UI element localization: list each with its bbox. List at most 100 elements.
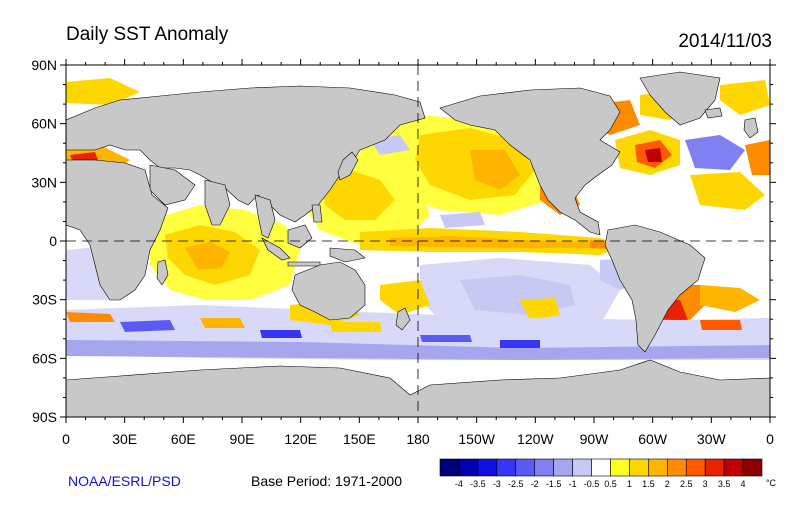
colorbar-label: -3.5 [470, 479, 486, 489]
lat-label: 30S [32, 292, 57, 308]
anomaly-patch [260, 330, 302, 338]
land-north-america [439, 87, 621, 236]
colorbar-label: -1 [569, 479, 577, 489]
land-australia [291, 261, 366, 321]
colorbar-unit: °C [766, 478, 777, 488]
lon-label: 120W [517, 431, 554, 447]
map-title: Daily SST Anomaly [66, 24, 229, 45]
colorbar-label: -3 [493, 479, 501, 489]
colorbar-label: 0.5 [604, 479, 617, 489]
colorbar-label: -0.5 [584, 479, 600, 489]
colorbar-cell [723, 458, 744, 477]
colorbar-cell [704, 458, 725, 477]
anomaly-patch [520, 298, 560, 320]
lon-label: 150W [458, 431, 495, 447]
colorbar-cell [534, 458, 554, 477]
lon-label: 60E [171, 431, 196, 447]
lat-label: 0 [49, 233, 57, 249]
land-madagascar [156, 259, 169, 286]
land-greenland [639, 71, 721, 126]
lon-label: 0 [766, 431, 774, 447]
anomaly-patch [690, 172, 765, 210]
lat-label: 90S [32, 409, 57, 425]
colorbar-label: -4 [455, 479, 463, 489]
anomaly-field [66, 78, 770, 362]
colorbar-cell [572, 458, 592, 477]
land-sumatra [261, 237, 291, 261]
land-eurasia [66, 85, 426, 223]
credit-link[interactable]: NOAA/ESRL/PSD [68, 473, 181, 489]
lon-label: 150E [343, 431, 376, 447]
anomaly-patch [66, 78, 140, 105]
anomaly-patch [645, 148, 662, 162]
anomaly-patch [470, 150, 520, 190]
lon-label: 30W [697, 431, 727, 447]
lon-label: 30E [112, 431, 137, 447]
lon-label: 120E [284, 431, 317, 447]
latitude-axis: 90N 60N 30N 0 30S 60S 90S [31, 57, 776, 425]
colorbar-cell [666, 458, 687, 477]
map-date: 2014/11/03 [678, 31, 772, 52]
lon-label: 90E [230, 431, 255, 447]
land-iceland [704, 107, 723, 119]
colorbar-cell [515, 458, 536, 477]
land-borneo [287, 224, 313, 249]
anomaly-patch [440, 212, 485, 228]
colorbar-cell [610, 458, 630, 477]
colorbar-cell [742, 458, 763, 477]
colorbar-cell [629, 458, 649, 477]
anomaly-patch [66, 312, 115, 322]
anomaly-patch [685, 135, 745, 170]
colorbar-cell [685, 458, 706, 477]
colorbar-label: 4 [741, 479, 746, 489]
anomaly-patch [700, 285, 760, 312]
land-se-asia [254, 194, 276, 239]
colorbar-label: 2.5 [680, 479, 693, 489]
land-india [204, 179, 231, 226]
anomaly-patch [380, 280, 430, 315]
lat-label: 60N [31, 116, 57, 132]
anomaly-patch [390, 236, 600, 248]
land-africa [66, 159, 169, 301]
land-uk [743, 117, 759, 139]
base-period: Base Period: 1971-2000 [251, 473, 402, 489]
anomaly-patch [185, 242, 230, 270]
colorbar-cell [458, 458, 479, 477]
colorbar-label: 1.5 [642, 479, 655, 489]
colorbar-label: 1 [627, 479, 632, 489]
land-new-zealand [395, 307, 411, 331]
anomaly-patch [745, 140, 770, 175]
lon-label: 180 [406, 431, 430, 447]
colorbar-label: -2 [531, 479, 539, 489]
land-japan [337, 151, 359, 181]
colorbar-cell [477, 458, 498, 477]
colorbar-cell [591, 458, 611, 477]
anomaly-patch [720, 80, 770, 115]
land-philippines [311, 204, 323, 223]
lat-label: 30N [31, 174, 57, 190]
colorbar-label: 3.5 [718, 479, 731, 489]
colorbar-cell [553, 458, 573, 477]
land-antarctica [66, 359, 770, 417]
longitude-axis: 0 30E 60E 90E 120E 150E 180 150W 120W 90W 60W 30W 0 [62, 59, 774, 447]
land-java [287, 261, 321, 267]
lat-label: 90N [31, 57, 57, 73]
anomaly-patch [700, 320, 742, 330]
lon-label: 90W [580, 431, 610, 447]
lat-label: 60S [32, 350, 57, 366]
lon-label: 60W [638, 431, 668, 447]
colorbar-cell [496, 458, 517, 477]
anomaly-patch [200, 318, 245, 328]
colorbar-label: -2.5 [508, 479, 524, 489]
colorbar-label: -1.5 [546, 479, 562, 489]
colorbar-cell [439, 458, 460, 477]
colorbar-label: 2 [665, 479, 670, 489]
colorbar-label: 3 [703, 479, 708, 489]
lon-label: 0 [62, 431, 70, 447]
anomaly-patch [66, 340, 770, 360]
colorbar: -4 -3.5 -3 -2.5 -2 -1.5 -1 -0.5 0.5 1 1.5 2 2.5 3 3.5 4… [439, 458, 777, 489]
anomaly-patch [320, 170, 395, 220]
anomaly-patch [500, 340, 540, 348]
anomaly-patch [120, 320, 175, 332]
